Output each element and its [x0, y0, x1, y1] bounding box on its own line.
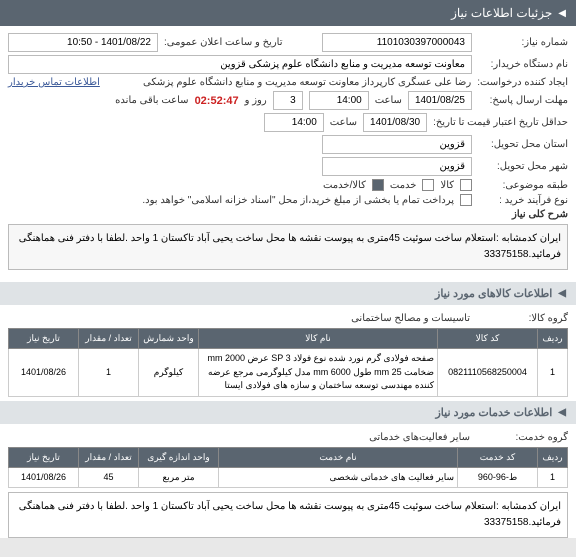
class-label: طبقه موضوعی: — [478, 180, 568, 191]
deadline-hour-label: ساعت — [375, 95, 402, 106]
countdown-timer: 02:52:47 — [195, 95, 239, 107]
col-unit: واحد اندازه گیری — [139, 447, 219, 467]
min-valid-label: حداقل تاریخ اعتبار قیمت تا تاریخ: — [433, 117, 568, 128]
row-requester: ایجاد کننده درخواست: رضا علی عسگری کارپر… — [8, 77, 568, 88]
deadline-date: 1401/08/25 — [408, 91, 472, 110]
col-row: ردیف — [538, 447, 568, 467]
cell-idx: 1 — [538, 349, 568, 397]
cell-unit: کیلوگرم — [139, 349, 199, 397]
col-date: تاریخ نیاز — [9, 329, 79, 349]
cell-date: 1401/08/26 — [9, 349, 79, 397]
services-table: ردیف کد خدمت نام خدمت واحد اندازه گیری ت… — [8, 447, 568, 489]
overall-desc-box: ایران کدمشابه :استعلام ساخت سوئیت 45متری… — [8, 224, 568, 270]
row-need-number: شماره نیاز: 1101030397000043 تاریخ و ساع… — [8, 33, 568, 52]
buyer-value: معاونت توسعه مدیریت و منابع دانشگاه علوم… — [8, 55, 472, 74]
goods-table: ردیف کد کالا نام کالا واحد شمارش تعداد /… — [8, 328, 568, 397]
row-class: طبقه موضوعی: کالا خدمت کالا/خدمت — [8, 179, 568, 191]
need-number-value: 1101030397000043 — [322, 33, 472, 52]
row-buyer: نام دستگاه خریدار: معاونت توسعه مدیریت و… — [8, 55, 568, 74]
requester-label: ایجاد کننده درخواست: — [477, 77, 568, 88]
table-row: 1 0821110568250004 صفحه فولادی گرم نورد … — [9, 349, 568, 397]
class-service: خدمت — [390, 180, 417, 191]
table-row: 1 ط-96-960 سایر فعالیت های خدماتی شخصی م… — [9, 467, 568, 488]
requester-value: رضا علی عسگری کارپرداز معاونت توسعه مدیر… — [106, 77, 471, 88]
checkbox-both[interactable] — [372, 179, 384, 191]
services-group-label: گروه خدمت: — [478, 432, 568, 443]
cell-date: 1401/08/26 — [9, 467, 79, 488]
row-province: استان محل تحویل: قزوین — [8, 135, 568, 154]
services-section-title: اطلاعات خدمات مورد نیاز — [435, 406, 552, 419]
col-qty: تعداد / مقدار — [79, 447, 139, 467]
goods-group-value: تاسیسات و مصالح ساختمانی — [351, 313, 470, 324]
header-title: جزئیات اطلاعات نیاز — [451, 6, 552, 20]
row-min-valid: حداقل تاریخ اعتبار قیمت تا تاریخ: 1401/0… — [8, 113, 568, 132]
info-section: شماره نیاز: 1101030397000043 تاریخ و ساع… — [0, 26, 576, 278]
class-goods: کالا — [440, 180, 454, 191]
province-label: استان محل تحویل: — [478, 139, 568, 150]
checkbox-goods[interactable] — [460, 179, 472, 191]
province-value: قزوین — [322, 135, 472, 154]
goods-group-row: گروه کالا: تاسیسات و مصالح ساختمانی — [0, 309, 576, 328]
contact-link[interactable]: اطلاعات تماس خریدار — [8, 77, 100, 88]
col-row: ردیف — [538, 329, 568, 349]
col-name: نام خدمت — [219, 447, 458, 467]
bottom-desc: ایران کدمشابه :استعلام ساخت سوئیت 45متری… — [8, 492, 568, 538]
min-valid-hour-label: ساعت — [330, 117, 357, 128]
row-city: شهر محل تحویل: قزوین — [8, 157, 568, 176]
days-value: 3 — [273, 91, 303, 110]
cell-name: سایر فعالیت های خدماتی شخصی — [219, 467, 458, 488]
main-container: ◀ جزئیات اطلاعات نیاز شماره نیاز: 110103… — [0, 0, 576, 538]
cell-unit: متر مربع — [139, 467, 219, 488]
cell-code: ط-96-960 — [458, 467, 538, 488]
services-group-value: سایر فعالیت‌های خدماتی — [369, 432, 470, 443]
city-value: قزوین — [322, 157, 472, 176]
goods-group-label: گروه کالا: — [478, 313, 568, 324]
col-unit: واحد شمارش — [139, 329, 199, 349]
min-valid-hour: 14:00 — [264, 113, 324, 132]
col-name: نام کالا — [199, 329, 438, 349]
goods-section-header: ◀ اطلاعات کالاهای مورد نیاز — [0, 282, 576, 305]
remaining-label: ساعت باقی مانده — [115, 95, 188, 106]
checkbox-buy-type[interactable] — [460, 194, 472, 206]
overall-desc-label: شرح کلی نیاز — [478, 209, 568, 220]
row-deadline: مهلت ارسال پاسخ: 1401/08/25 ساعت 14:00 3… — [8, 91, 568, 110]
deadline-hour: 14:00 — [309, 91, 369, 110]
buy-type-note: پرداخت تمام یا بخشی از مبلغ خرید،از محل … — [8, 195, 454, 206]
cell-idx: 1 — [538, 467, 568, 488]
cell-qty: 1 — [79, 349, 139, 397]
chevron-left-icon: ◀ — [558, 288, 566, 299]
chevron-left-icon: ◀ — [558, 8, 566, 19]
announce-label: تاریخ و ساعت اعلان عمومی: — [164, 37, 283, 48]
days-label: روز و — [245, 95, 267, 106]
min-valid-date: 1401/08/30 — [363, 113, 427, 132]
services-section-header: ◀ اطلاعات خدمات مورد نیاز — [0, 401, 576, 424]
row-buy-type: نوع فرآیند خرید : پرداخت تمام یا بخشی از… — [8, 194, 568, 206]
col-code: کد خدمت — [458, 447, 538, 467]
cell-qty: 45 — [79, 467, 139, 488]
city-label: شهر محل تحویل: — [478, 161, 568, 172]
chevron-left-icon: ◀ — [558, 407, 566, 418]
services-group-row: گروه خدمت: سایر فعالیت‌های خدماتی — [0, 428, 576, 447]
goods-section-title: اطلاعات کالاهای مورد نیاز — [435, 287, 552, 300]
col-qty: تعداد / مقدار — [79, 329, 139, 349]
col-code: کد کالا — [438, 329, 538, 349]
class-both: کالا/خدمت — [323, 180, 366, 191]
checkbox-service[interactable] — [422, 179, 434, 191]
row-desc-label: شرح کلی نیاز — [8, 209, 568, 220]
header-bar: ◀ جزئیات اطلاعات نیاز — [0, 0, 576, 26]
announce-value: 1401/08/22 - 10:50 — [8, 33, 158, 52]
cell-name: صفحه فولادی گرم نورد شده نوع فولاد SP 3 … — [199, 349, 438, 397]
cell-code: 0821110568250004 — [438, 349, 538, 397]
need-number-label: شماره نیاز: — [478, 37, 568, 48]
buyer-label: نام دستگاه خریدار: — [478, 59, 568, 70]
buy-type-label: نوع فرآیند خرید : — [478, 195, 568, 206]
deadline-label: مهلت ارسال پاسخ: — [478, 95, 568, 106]
col-date: تاریخ نیاز — [9, 447, 79, 467]
